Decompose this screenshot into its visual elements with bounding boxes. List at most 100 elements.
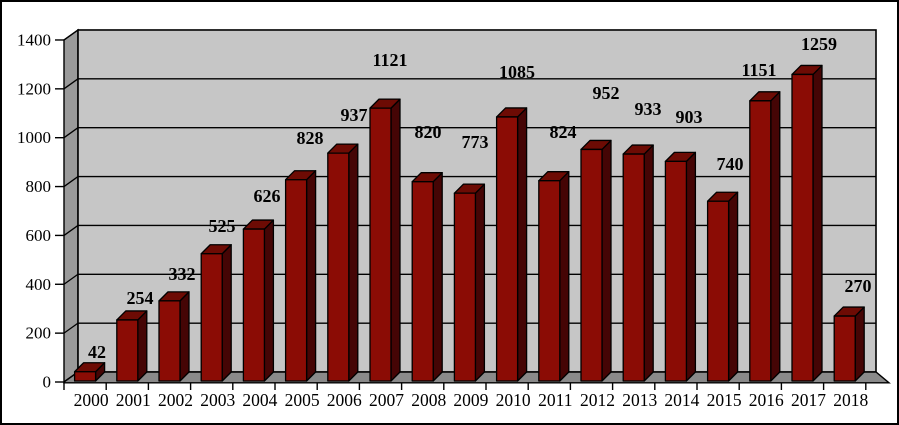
bar-side-face: [221, 244, 232, 382]
bar-2002: [158, 291, 190, 382]
x-axis-label-2001: 2001: [116, 390, 151, 410]
x-axis-label-2005: 2005: [285, 390, 320, 410]
bar-front-face: [411, 181, 434, 382]
bar-front-face: [833, 315, 856, 382]
bar-2014: [664, 151, 697, 382]
bar-2009: [453, 183, 486, 382]
bar-front-face: [706, 200, 730, 382]
bar-2008: [411, 172, 443, 382]
bar-2006: [327, 143, 359, 382]
x-axis-label-2013: 2013: [622, 390, 657, 410]
bar-side-face: [137, 310, 148, 382]
bar-front-face: [622, 153, 645, 382]
bar-side-face: [812, 64, 823, 382]
wall-gridline-segment-200: [63, 322, 79, 334]
y-axis-label-400: 400: [26, 275, 52, 294]
bar-front-face: [749, 100, 772, 382]
bar-side-face: [727, 191, 739, 382]
x-axis-label-2002: 2002: [158, 390, 193, 410]
x-axis-label-2011: 2011: [538, 390, 572, 410]
wall-gridline-segment-600: [63, 224, 79, 236]
bar-side-face: [432, 172, 443, 382]
x-axis-label-2006: 2006: [327, 390, 362, 410]
x-axis-label-2018: 2018: [833, 390, 868, 410]
x-axis-label-2004: 2004: [242, 390, 277, 410]
bar-front-face: [158, 300, 181, 382]
bar-2011: [538, 171, 570, 382]
bar-front-face: [453, 192, 477, 382]
value-label-2001: 254: [127, 288, 154, 308]
x-axis-label-2010: 2010: [496, 390, 531, 410]
bar-front-face: [73, 371, 97, 382]
bar-2015: [706, 191, 739, 382]
value-label-2005: 828: [297, 128, 324, 148]
x-axis-label-2007: 2007: [369, 390, 404, 410]
value-label-2008: 820: [415, 122, 442, 142]
wall-gridline-segment-1000: [63, 127, 79, 139]
bar-front-face: [327, 152, 350, 382]
y-axis-label-0: 0: [43, 373, 52, 392]
bar-front-face: [200, 253, 223, 382]
bar-2017: [791, 64, 823, 382]
x-axis-label-2016: 2016: [749, 390, 784, 410]
bar-front-face: [580, 148, 603, 382]
x-axis-label-2008: 2008: [411, 390, 446, 410]
value-label-2015: 740: [717, 154, 744, 174]
bar-front-face: [242, 228, 266, 382]
value-label-2017: 1259: [801, 34, 837, 54]
bar-front-face: [664, 160, 688, 382]
bar-2001: [116, 310, 148, 382]
plot-left-wall: [63, 28, 79, 384]
x-axis-label-2017: 2017: [791, 390, 826, 410]
bar-side-face: [263, 219, 275, 382]
bar-side-face: [770, 91, 781, 382]
bar-front-face: [791, 73, 814, 382]
bar-2004: [242, 219, 275, 382]
bar-2007: [369, 98, 401, 382]
x-axis-label-2012: 2012: [580, 390, 615, 410]
value-label-2004: 626: [254, 186, 281, 206]
wall-gridline-segment-400: [63, 273, 79, 285]
y-axis-label-1200: 1200: [17, 79, 51, 98]
x-axis-label-2014: 2014: [664, 390, 699, 410]
x-axis-label-2009: 2009: [453, 390, 488, 410]
bar-side-face: [516, 107, 528, 382]
bar-front-face: [369, 107, 392, 382]
bar-side-face: [179, 291, 190, 382]
bar-2000: [73, 362, 106, 382]
value-label-2006: 937: [341, 105, 368, 125]
x-axis-label-2015: 2015: [707, 390, 742, 410]
value-label-2009: 773: [462, 132, 489, 152]
value-label-2014: 903: [676, 107, 703, 127]
value-label-2003: 525: [209, 216, 236, 236]
bar-side-face: [348, 143, 359, 382]
bar-2010: [495, 107, 528, 382]
bar-side-face: [685, 151, 697, 382]
value-label-2011: 824: [550, 122, 577, 142]
bar-front-face: [284, 179, 308, 382]
bar-front-face: [538, 180, 561, 382]
wall-gridline-segment-1400: [63, 29, 79, 41]
y-axis-label-1400: 1400: [17, 30, 51, 49]
bar-side-face: [854, 306, 865, 382]
bar-front-face: [495, 116, 519, 382]
value-label-2013: 933: [635, 99, 662, 119]
value-label-2016: 1151: [741, 60, 776, 80]
bar-side-face: [643, 144, 654, 382]
y-axis-label-200: 200: [26, 324, 52, 343]
wall-gridline-segment-1200: [63, 78, 79, 90]
value-label-2007: 1121: [372, 50, 407, 70]
value-label-2002: 332: [169, 264, 196, 284]
value-label-2000: 42: [88, 342, 106, 362]
bar-side-face: [474, 183, 486, 382]
bar-2003: [200, 244, 232, 382]
wall-gridline-segment-800: [63, 176, 79, 188]
bar-side-face: [390, 98, 401, 382]
bar-side-face: [601, 139, 612, 382]
x-axis-label-2003: 2003: [200, 390, 235, 410]
y-axis-label-600: 600: [26, 226, 52, 245]
bar-2016: [749, 91, 781, 382]
bar-2013: [622, 144, 654, 382]
